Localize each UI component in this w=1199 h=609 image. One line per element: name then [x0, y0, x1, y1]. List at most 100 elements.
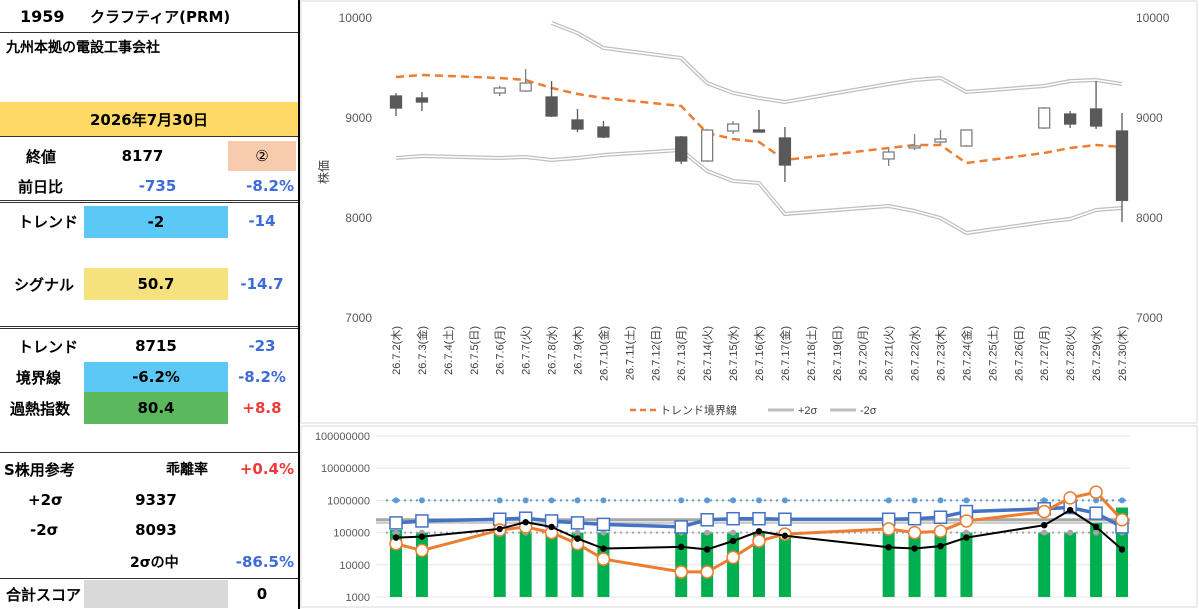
upper-dot-line-marker — [678, 497, 685, 504]
y-tick-right: 9000 — [1136, 111, 1163, 125]
x-tick-label: 26.7.3(金) — [415, 326, 429, 375]
blue-series-marker — [570, 516, 585, 530]
company-description: 九州本拠の電設工事会社 — [6, 40, 160, 56]
blue-series-marker — [933, 510, 948, 524]
blue-series-marker — [415, 514, 429, 528]
boundary-label: 境界線 — [16, 368, 62, 387]
x-tick-label: 26.7.7(火) — [521, 326, 533, 375]
plus2s-row: +2σ 9337 — [0, 486, 298, 514]
candle-body — [519, 82, 532, 92]
signal-row: シグナル 50.7 -14.7 — [0, 268, 298, 300]
signal-label: シグナル — [14, 275, 75, 294]
orange-series-marker — [596, 552, 611, 566]
volume-bar — [1038, 532, 1051, 597]
black-series-marker — [1041, 521, 1048, 529]
orange-series-marker — [1037, 504, 1051, 519]
change-pct: -8.2% — [246, 177, 294, 195]
change-value: -735 — [138, 177, 177, 195]
candle-body — [675, 136, 688, 162]
candle-body — [571, 119, 584, 130]
black-series-marker — [678, 543, 685, 551]
orange-series-marker — [726, 550, 740, 565]
lower-dot-line-marker — [704, 529, 711, 536]
volume-bar — [778, 532, 791, 597]
volume-bar — [960, 532, 973, 597]
ticker-row: 1959 クラフティア(PRM) — [0, 0, 298, 32]
trend-price-value: 8715 — [135, 337, 177, 355]
x-tick-label: 26.7.14(火) — [702, 326, 714, 381]
vol-y-tick: 1000000 — [327, 495, 370, 507]
x-tick-label: 26.7.9(木) — [572, 326, 585, 375]
volume-bar — [934, 532, 947, 597]
upper-dot-line-marker — [730, 497, 737, 504]
blue-series-marker — [1089, 506, 1103, 520]
black-series-marker — [937, 542, 944, 550]
volume-chart: 1000 10000 100000 1000000 10000000 100000000 — [300, 425, 1198, 608]
black-series-marker — [496, 525, 503, 533]
candle-body — [778, 137, 792, 166]
x-tick-label: 26.7.26(日) — [1013, 326, 1025, 381]
x-tick-label: 26.7.29(水) — [1090, 326, 1103, 381]
overheat-value: 80.4 — [84, 392, 228, 424]
candle-body — [882, 151, 895, 160]
black-series-marker — [911, 545, 918, 552]
ticker-code: 1959 — [20, 6, 65, 26]
x-tick-label: 26.7.2(木) — [390, 326, 403, 375]
orange-series-marker — [674, 565, 688, 579]
overheat-delta: +8.8 — [242, 399, 282, 417]
volume-bar — [727, 532, 740, 597]
minus2s-line-inner — [395, 149, 1123, 234]
x-tick-label: 26.7.6(月) — [495, 326, 507, 375]
plus2s-line-inner — [551, 22, 1123, 103]
plus2s-label: +2σ — [28, 491, 63, 509]
upper-dot-line-marker — [937, 497, 944, 504]
volume-bar — [701, 532, 714, 597]
deviation-value: +0.4% — [239, 460, 294, 478]
volume-bar — [908, 532, 921, 597]
x-tick-label: 26.7.15(水) — [727, 326, 740, 381]
reference-label: S株用参考 — [4, 460, 75, 479]
signal-delta: -14.7 — [240, 275, 284, 293]
plus2s-value: 9337 — [135, 491, 177, 509]
x-tick-label: 26.7.16(木) — [753, 326, 766, 381]
volume-bar — [882, 532, 895, 597]
minus2s-value: 8093 — [135, 521, 177, 539]
blue-series-marker — [596, 517, 611, 532]
volume-bar — [753, 532, 765, 597]
orange-series-marker — [700, 565, 714, 579]
x-tick-label: 26.7.12(日) — [650, 326, 662, 381]
y-tick-left: 10000 — [339, 11, 373, 25]
volume-bar — [415, 532, 428, 597]
vol-y-tick: 10000000 — [321, 463, 370, 475]
candle-body — [1038, 107, 1051, 129]
vol-y-tick: 10000 — [339, 560, 370, 572]
volume-bar — [1090, 522, 1103, 597]
trend-delta: -14 — [248, 212, 276, 230]
score-label: 合計スコア — [6, 585, 82, 604]
within-row: 2σの中 -86.5% — [0, 548, 298, 576]
blue-series-marker — [778, 512, 792, 526]
blue-series-marker — [726, 511, 740, 526]
boundary-value: -6.2% — [84, 362, 228, 392]
orange-series-marker — [933, 524, 948, 539]
volume-bar — [1064, 532, 1077, 597]
overheat-label: 過熱指数 — [10, 399, 71, 418]
black-series-marker — [1066, 506, 1074, 514]
black-series-marker — [963, 534, 970, 541]
orange-series-marker — [907, 525, 922, 540]
close-label: 終値 — [26, 147, 57, 166]
upper-dot-line-marker — [963, 497, 970, 504]
trend-label: トレンド — [18, 212, 79, 231]
lower-dot-line-marker — [963, 529, 970, 536]
x-tick-label: 26.7.25(土) — [986, 326, 999, 381]
x-tick-label: 26.7.8(水) — [546, 326, 559, 375]
orange-series-marker — [1115, 513, 1129, 527]
lower-dot-line-marker — [574, 529, 581, 536]
candle-body — [545, 96, 558, 117]
black-series-marker — [755, 528, 763, 535]
x-tick-label: 26.7.5(日) — [469, 326, 481, 375]
volume-bar — [519, 531, 532, 597]
black-series-marker — [781, 532, 789, 539]
deviation-label: 乖離率 — [166, 462, 208, 478]
blue-series-marker — [389, 516, 403, 530]
